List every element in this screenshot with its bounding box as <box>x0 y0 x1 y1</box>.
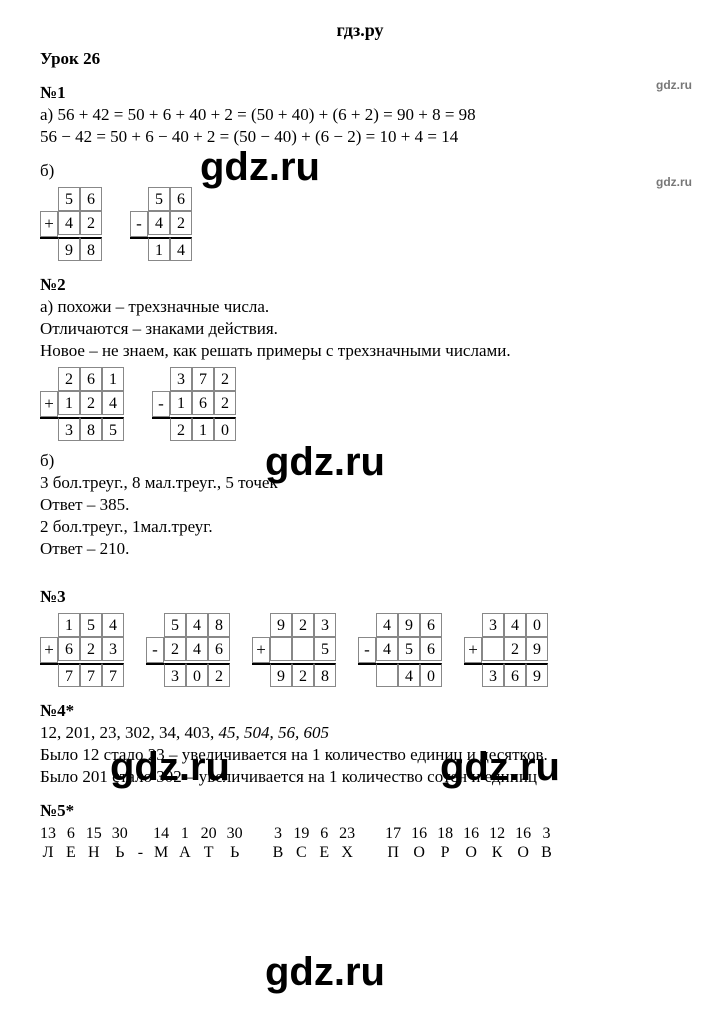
task-2a-line: а) похожи – трехзначные числа. <box>40 297 680 317</box>
label-a: а) <box>40 105 53 124</box>
letter-group: 17П16О18Р16О12К16О3В <box>385 825 552 862</box>
column-calc: 923+5928 <box>252 613 336 687</box>
task-1-number: №1 <box>40 83 680 103</box>
label-b: б) <box>40 451 680 471</box>
eq: 56 − 42 = 50 + 6 − 40 + 2 = (50 − 40) + … <box>40 127 680 147</box>
column-calc: 548-246302 <box>146 613 230 687</box>
task-2-number: №2 <box>40 275 680 295</box>
eq: 56 + 42 = 50 + 6 + 40 + 2 = (50 + 40) + … <box>57 105 475 124</box>
text: Ответ – 210. <box>40 539 680 559</box>
text: 2 бол.треуг., 1мал.треуг. <box>40 517 680 537</box>
text: Было 201 стало 302 – увеличивается на 1 … <box>40 767 680 787</box>
dash: - <box>138 825 143 862</box>
column-calc: 340+29369 <box>464 613 548 687</box>
text: Ответ – 385. <box>40 495 680 515</box>
column-calc: 372 -162 210 <box>152 367 236 441</box>
column-calc: 496-45640 <box>358 613 442 687</box>
lesson-title: Урок 26 <box>40 49 680 69</box>
text: 3 бол.треуг., 8 мал.треуг., 5 точек <box>40 473 680 493</box>
task-3-number: №3 <box>40 587 680 607</box>
task-2a-calcs: 261 +124 385 372 -162 210 <box>40 367 680 441</box>
task-1b-calcs: 56 +42 98 56 -42 14 <box>40 187 680 261</box>
text: Было 12 стало 23 – увеличивается на 1 ко… <box>40 745 680 765</box>
task-4-number: №4* <box>40 701 680 721</box>
label-b: б) <box>40 161 680 181</box>
text: Отличаются – знаками действия. <box>40 319 680 339</box>
task-5-table: 13Л6Е15Н30Ь -14М1А20Т30Ь 3В19С6Е23Х 17П16О… <box>40 825 680 862</box>
task-1a: а) 56 + 42 = 50 + 6 + 40 + 2 = (50 + 40)… <box>40 105 680 125</box>
label-a: а) <box>40 297 53 316</box>
letter-group: 13Л6Е15Н30Ь <box>40 825 128 862</box>
sequence: 12, 201, 23, 302, 34, 403, 45, 504, 56, … <box>40 723 680 743</box>
column-calc: 154+623777 <box>40 613 124 687</box>
column-calc: 56 +42 98 <box>40 187 102 261</box>
column-calc: 56 -42 14 <box>130 187 192 261</box>
letter-group: 3В19С6Е23Х <box>273 825 355 862</box>
watermark-big: gdz.ru <box>265 950 385 995</box>
text: Новое – не знаем, как решать примеры с т… <box>40 341 680 361</box>
task-5-number: №5* <box>40 801 680 821</box>
task-3-calcs: 154+623777 548-246302 923+5928 496-45640 340… <box>40 613 680 687</box>
site-header: гдз.ру <box>40 20 680 41</box>
letter-group: 14М1А20Т30Ь <box>153 825 243 862</box>
column-calc: 261 +124 385 <box>40 367 124 441</box>
